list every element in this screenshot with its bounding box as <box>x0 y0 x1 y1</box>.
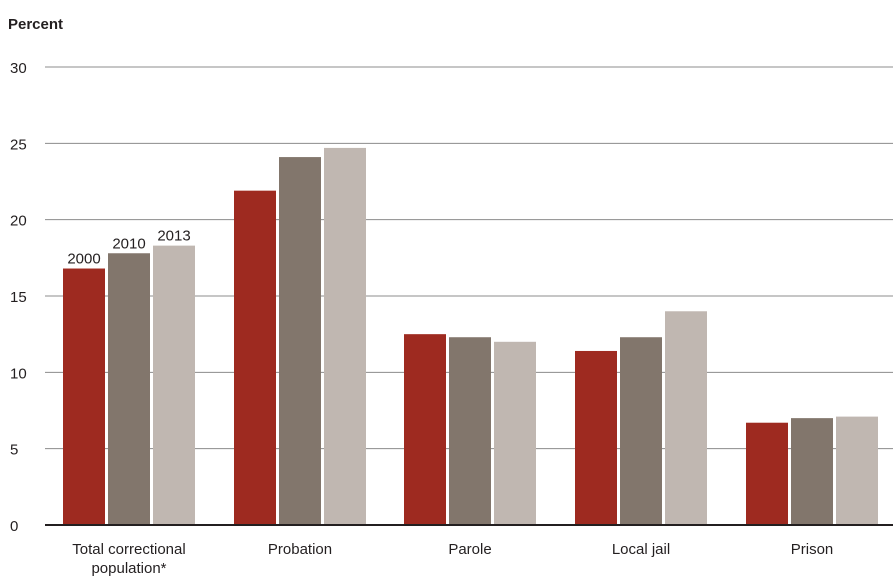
bar <box>108 253 150 525</box>
category-label: Local jail <box>612 541 670 558</box>
bar <box>324 147 366 525</box>
category-label: Total correctional <box>72 541 185 558</box>
series-label: 2000 <box>67 251 100 268</box>
y-axis-label: Percent <box>8 16 63 33</box>
bars <box>63 147 878 525</box>
bar <box>836 416 878 525</box>
bar <box>404 334 446 525</box>
category-label: Parole <box>448 541 491 558</box>
y-tick-label: 10 <box>10 365 27 382</box>
bar <box>279 157 321 525</box>
bar <box>791 418 833 525</box>
y-tick-label: 20 <box>10 213 27 230</box>
bar <box>746 422 788 525</box>
bar <box>575 350 617 525</box>
y-tick-labels: 0 5 10 15 20 25 30 <box>10 60 27 535</box>
category-label: population* <box>91 560 166 577</box>
y-tick-label: 0 <box>10 518 18 535</box>
bar <box>63 268 105 525</box>
bar <box>153 245 195 525</box>
category-label: Probation <box>268 541 332 558</box>
series-label: 2010 <box>112 235 145 252</box>
series-labels: 2000 2010 2013 <box>67 228 190 268</box>
category-label: Prison <box>791 541 834 558</box>
bar <box>494 341 536 525</box>
y-tick-label: 30 <box>10 60 27 77</box>
bar <box>234 190 276 525</box>
y-tick-label: 25 <box>10 136 27 153</box>
y-tick-label: 5 <box>10 442 18 459</box>
y-tick-label: 15 <box>10 289 27 306</box>
bar <box>620 337 662 525</box>
bar <box>665 311 707 525</box>
category-labels: Total correctional population* Probation Pa… <box>72 541 833 577</box>
series-label: 2013 <box>157 228 190 245</box>
bar <box>449 337 491 525</box>
